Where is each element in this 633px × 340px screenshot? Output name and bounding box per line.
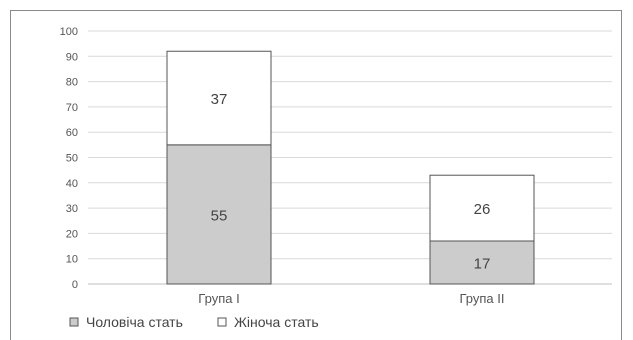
y-tick-label: 50 — [66, 153, 78, 165]
category-label: Група I — [198, 291, 239, 306]
bar-segment — [166, 144, 272, 285]
y-tick-label: 30 — [66, 203, 78, 215]
y-tick-label: 0 — [72, 279, 78, 291]
bar-segment — [429, 174, 535, 242]
y-tick-label: 40 — [66, 178, 78, 190]
data-label: 26 — [474, 201, 491, 218]
y-tick-label: 70 — [66, 102, 78, 114]
y-tick-label: 20 — [66, 228, 78, 240]
y-tick-label: 10 — [66, 254, 78, 266]
data-label: 37 — [211, 91, 228, 108]
bar-segment — [429, 240, 535, 285]
legend-label: Жіноча стать — [234, 314, 319, 330]
category-label: Група II — [460, 291, 505, 306]
data-label: 17 — [474, 255, 491, 272]
y-tick-label: 60 — [66, 127, 78, 139]
y-tick-label: 100 — [60, 26, 78, 38]
legend-swatch — [217, 317, 227, 327]
bar-segment — [166, 50, 272, 146]
legend-swatch — [69, 317, 79, 327]
legend-label: Чоловіча стать — [86, 314, 183, 330]
data-label: 55 — [211, 207, 228, 224]
y-tick-label: 90 — [66, 51, 78, 63]
y-tick-label: 80 — [66, 77, 78, 89]
